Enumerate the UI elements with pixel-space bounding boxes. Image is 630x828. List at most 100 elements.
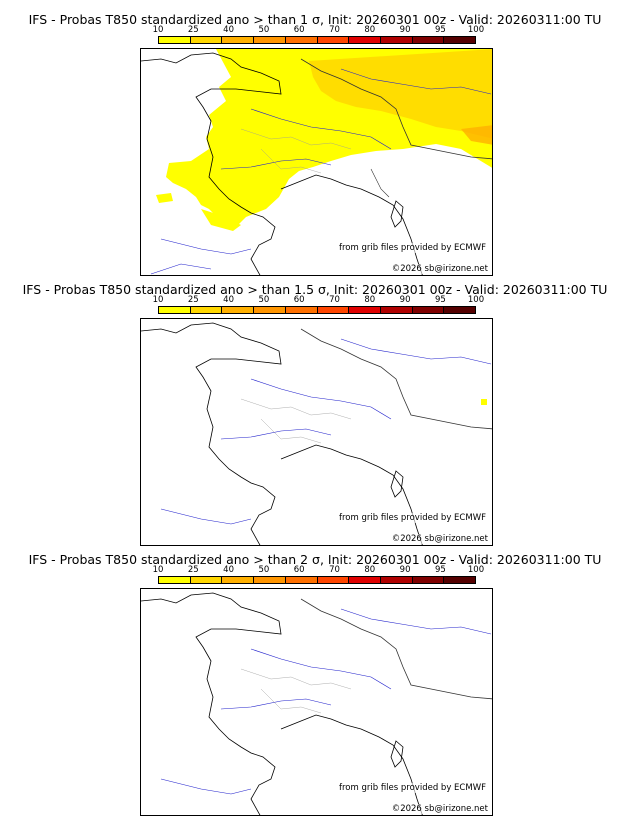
scale-swatch bbox=[317, 307, 350, 313]
color-scale-bar bbox=[158, 306, 476, 314]
region-border bbox=[240, 128, 352, 150]
river bbox=[340, 608, 492, 635]
river bbox=[250, 108, 392, 150]
probability-map: from grib files provided by ECMWF ©2026 … bbox=[140, 318, 493, 546]
scale-swatch bbox=[190, 577, 223, 583]
probability-map: from grib files provided by ECMWF ©2026 … bbox=[140, 48, 493, 276]
country-border bbox=[370, 168, 390, 198]
scale-swatch bbox=[222, 37, 255, 43]
scale-label: 100 bbox=[467, 565, 485, 575]
region-border bbox=[260, 418, 322, 444]
scale-label: 80 bbox=[364, 25, 376, 35]
scale-label: 40 bbox=[223, 565, 235, 575]
scale-label: 90 bbox=[399, 25, 411, 35]
scale-label: 100 bbox=[467, 295, 485, 305]
scale-swatch bbox=[444, 577, 476, 583]
probability-area-25 bbox=[309, 49, 492, 139]
scale-label: 95 bbox=[434, 25, 446, 35]
scale-swatch bbox=[412, 37, 445, 43]
region-border bbox=[240, 398, 352, 420]
copyright-credit: ©2026 sb@irizone.net bbox=[391, 264, 488, 274]
scale-swatch bbox=[380, 37, 413, 43]
probability-area-40 bbox=[461, 125, 492, 145]
scale-swatch bbox=[222, 577, 255, 583]
color-scale-labels: 10 25 40 50 60 70 80 90 95 100 bbox=[153, 25, 485, 35]
data-source-credit: from grib files provided by ECMWF bbox=[339, 243, 486, 253]
scale-label: 70 bbox=[329, 565, 340, 575]
scale-label: 50 bbox=[258, 25, 270, 35]
scale-swatch bbox=[190, 37, 223, 43]
panel-title: IFS - Probas T850 standardized ano > tha… bbox=[28, 12, 602, 27]
probability-area-10 bbox=[156, 193, 173, 203]
region-border bbox=[260, 688, 322, 714]
scale-label: 10 bbox=[152, 295, 164, 305]
color-scale-bar bbox=[158, 36, 476, 44]
map-drawing bbox=[141, 49, 492, 275]
corsica-outline bbox=[390, 200, 404, 228]
scale-label: 70 bbox=[329, 25, 340, 35]
scale-swatch bbox=[254, 577, 286, 583]
scale-swatch bbox=[285, 577, 318, 583]
scale-label: 10 bbox=[152, 25, 164, 35]
river bbox=[340, 68, 492, 95]
scale-swatch bbox=[412, 307, 445, 313]
scale-label: 10 bbox=[152, 565, 164, 575]
scale-swatch bbox=[317, 577, 350, 583]
map-panel-3: IFS - Probas T850 standardized ano > tha… bbox=[0, 540, 630, 816]
map-panel-1: IFS - Probas T850 standardized ano > tha… bbox=[0, 0, 630, 276]
scale-label: 25 bbox=[187, 565, 199, 575]
scale-label: 40 bbox=[223, 295, 235, 305]
scale-label: 50 bbox=[258, 565, 270, 575]
scale-label: 50 bbox=[258, 295, 270, 305]
copyright-credit: ©2026 sb@irizone.net bbox=[391, 534, 488, 544]
scale-swatch bbox=[254, 37, 286, 43]
scale-label: 80 bbox=[364, 295, 376, 305]
river bbox=[220, 158, 332, 170]
scale-swatch bbox=[159, 577, 191, 583]
probability-area-10 bbox=[201, 209, 241, 231]
scale-label: 80 bbox=[364, 565, 376, 575]
scale-swatch bbox=[159, 37, 191, 43]
scale-swatch bbox=[444, 37, 476, 43]
coastline bbox=[141, 322, 282, 545]
map-panel-2: IFS - Probas T850 standardized ano > tha… bbox=[0, 270, 630, 546]
copyright-credit: ©2026 sb@irizone.net bbox=[391, 804, 488, 814]
scale-swatch bbox=[285, 307, 318, 313]
color-scale-labels: 10 25 40 50 60 70 80 90 95 100 bbox=[153, 565, 485, 575]
corsica-outline bbox=[390, 740, 404, 768]
corsica-outline bbox=[390, 470, 404, 498]
scale-swatch bbox=[349, 577, 381, 583]
scale-swatch bbox=[222, 307, 255, 313]
probability-map: from grib files provided by ECMWF ©2026 … bbox=[140, 588, 493, 816]
scale-swatch bbox=[380, 307, 413, 313]
coastline bbox=[141, 592, 282, 815]
river bbox=[220, 698, 332, 710]
country-border bbox=[300, 598, 492, 700]
scale-swatch bbox=[159, 307, 191, 313]
scale-swatch bbox=[349, 307, 381, 313]
scale-label: 100 bbox=[467, 25, 485, 35]
river bbox=[340, 338, 492, 365]
scale-swatch bbox=[190, 307, 223, 313]
river bbox=[250, 378, 392, 420]
scale-label: 95 bbox=[434, 565, 446, 575]
scale-label: 40 bbox=[223, 25, 235, 35]
scale-swatch bbox=[412, 577, 445, 583]
probability-area-10 bbox=[481, 399, 487, 405]
scale-label: 60 bbox=[293, 25, 305, 35]
river bbox=[220, 428, 332, 440]
scale-label: 90 bbox=[399, 295, 411, 305]
river bbox=[250, 648, 392, 690]
river bbox=[150, 263, 212, 275]
scale-label: 60 bbox=[293, 565, 305, 575]
river bbox=[160, 508, 252, 525]
river bbox=[160, 238, 252, 255]
map-drawing bbox=[141, 592, 492, 815]
coastline bbox=[280, 174, 423, 275]
scale-label: 25 bbox=[187, 25, 199, 35]
coastline bbox=[280, 714, 423, 815]
scale-swatch bbox=[349, 37, 381, 43]
scale-label: 90 bbox=[399, 565, 411, 575]
coastline bbox=[141, 52, 282, 275]
scale-label: 25 bbox=[187, 295, 199, 305]
